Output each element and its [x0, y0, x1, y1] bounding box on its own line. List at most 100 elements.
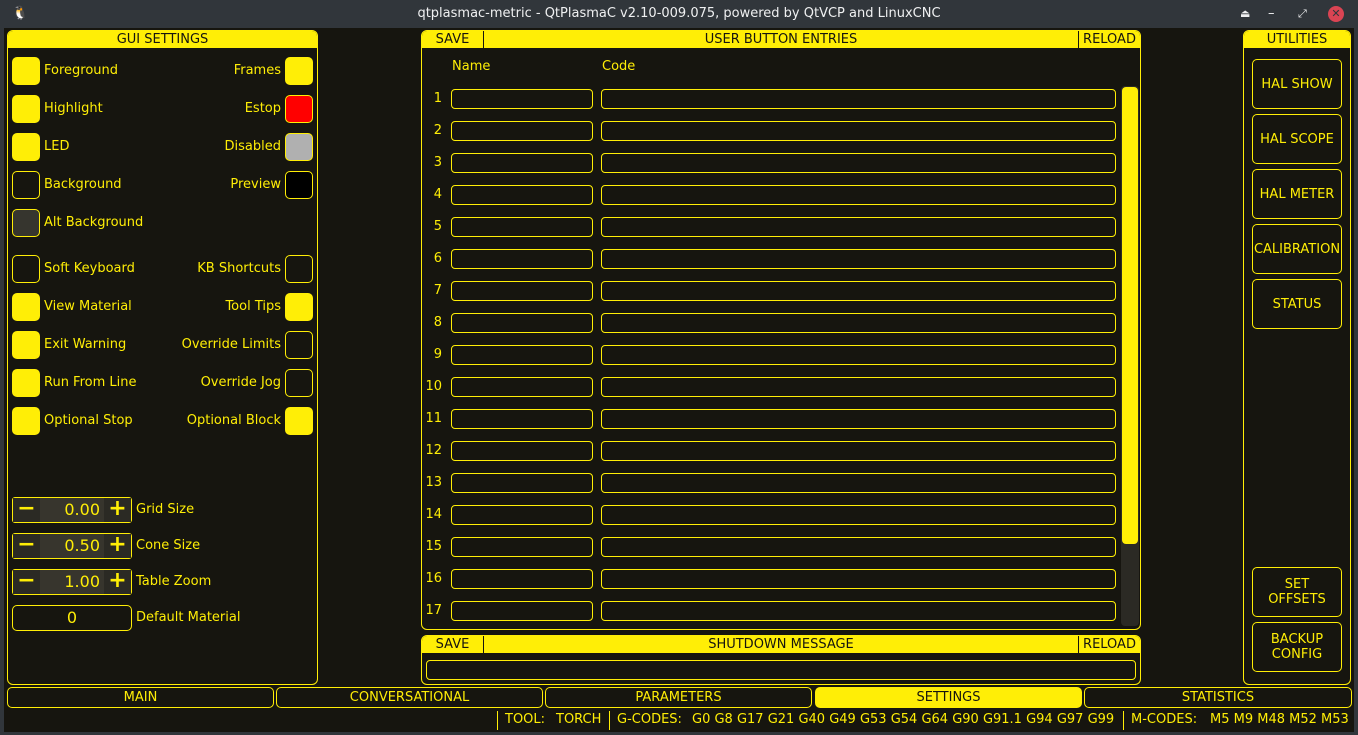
shutdown-save-button[interactable]: SAVE — [422, 636, 484, 653]
tab-settings[interactable]: SETTINGS — [815, 687, 1082, 708]
spinbox-value[interactable]: 0.50 — [40, 534, 104, 558]
button-code-input[interactable] — [601, 153, 1116, 173]
button-name-input[interactable] — [451, 473, 593, 493]
checkbox-soft-keyboard[interactable] — [12, 255, 40, 283]
hal-show-button[interactable]: HAL SHOW — [1252, 59, 1342, 109]
button-code-input[interactable] — [601, 505, 1116, 525]
set-offsets-button[interactable]: SET OFFSETS — [1252, 567, 1342, 617]
button-code-input[interactable] — [601, 473, 1116, 493]
button-code-input[interactable] — [601, 281, 1116, 301]
user-button-header: USER BUTTON ENTRIES SAVE RELOAD — [422, 31, 1140, 48]
button-name-input[interactable] — [451, 601, 593, 621]
button-code-input[interactable] — [601, 409, 1116, 429]
hal-scope-button[interactable]: HAL SCOPE — [1252, 114, 1342, 164]
increment-button[interactable]: + — [104, 498, 131, 522]
color-swatch-estop[interactable] — [285, 95, 313, 123]
button-name-input[interactable] — [451, 441, 593, 461]
gui-settings-title: GUI SETTINGS — [8, 31, 317, 48]
checkbox-override-jog[interactable] — [285, 369, 313, 397]
calibration-button[interactable]: CALIBRATION — [1252, 224, 1342, 274]
color-swatch-foreground[interactable] — [12, 57, 40, 85]
shutdown-reload-button[interactable]: RELOAD — [1078, 636, 1140, 653]
shutdown-message-input[interactable] — [426, 660, 1136, 680]
checkbox-exit-warning[interactable] — [12, 331, 40, 359]
hal-meter-button[interactable]: HAL METER — [1252, 169, 1342, 219]
default-material-input[interactable]: 0 — [12, 605, 132, 631]
divider — [497, 711, 498, 730]
checkbox-tool-tips[interactable] — [285, 293, 313, 321]
color-swatch-disabled[interactable] — [285, 133, 313, 161]
tab-main[interactable]: MAIN — [7, 687, 274, 708]
button-code-input[interactable] — [601, 217, 1116, 237]
close-icon[interactable]: ✕ — [1328, 6, 1344, 22]
checkbox-run-from-line[interactable] — [12, 369, 40, 397]
button-code-input[interactable] — [601, 441, 1116, 461]
button-name-input[interactable] — [451, 345, 593, 365]
minimize-icon[interactable]: – — [1268, 6, 1275, 21]
button-name-input[interactable] — [451, 569, 593, 589]
scrollbar[interactable] — [1121, 86, 1139, 626]
color-swatch-highlight[interactable] — [12, 95, 40, 123]
button-code-input[interactable] — [601, 185, 1116, 205]
keep-above-icon[interactable]: ⏏ — [1240, 7, 1251, 20]
decrement-button[interactable]: − — [13, 570, 40, 594]
button-name-input[interactable] — [451, 217, 593, 237]
button-code-input[interactable] — [601, 121, 1116, 141]
checkbox-view-material[interactable] — [12, 293, 40, 321]
color-swatch-led[interactable] — [12, 133, 40, 161]
button-name-input[interactable] — [451, 313, 593, 333]
checkbox-optional-block[interactable] — [285, 407, 313, 435]
row-number: 1 — [433, 91, 442, 106]
button-code-input[interactable] — [601, 249, 1116, 269]
button-code-input[interactable] — [601, 537, 1116, 557]
button-code-input[interactable] — [601, 89, 1116, 109]
checkbox-kb-shortcuts[interactable] — [285, 255, 313, 283]
button-code-input[interactable] — [601, 601, 1116, 621]
decrement-button[interactable]: − — [13, 498, 40, 522]
decrement-button[interactable]: − — [13, 534, 40, 558]
row-number: 3 — [433, 155, 442, 170]
backup-config-button[interactable]: BACKUP CONFIG — [1252, 622, 1342, 672]
button-name-input[interactable] — [451, 121, 593, 141]
button-name-input[interactable] — [451, 185, 593, 205]
button-code-input[interactable] — [601, 569, 1116, 589]
spinbox-value[interactable]: 0.00 — [40, 498, 104, 522]
increment-button[interactable]: + — [104, 570, 131, 594]
spinbox-cone-size[interactable]: −0.50 + — [12, 533, 132, 559]
reload-button[interactable]: RELOAD — [1078, 31, 1140, 48]
mcodes-label: M-CODES: — [1131, 712, 1198, 727]
tab-parameters[interactable]: PARAMETERS — [545, 687, 812, 708]
checkbox-optional-stop[interactable] — [12, 407, 40, 435]
divider — [1123, 711, 1124, 730]
maximize-icon[interactable]: ⤢ — [1298, 7, 1307, 20]
user-button-panel: USER BUTTON ENTRIES SAVE RELOAD Name Cod… — [421, 30, 1141, 630]
increment-button[interactable]: + — [104, 534, 131, 558]
color-swatch-frames[interactable] — [285, 57, 313, 85]
button-code-input[interactable] — [601, 377, 1116, 397]
button-name-input[interactable] — [451, 281, 593, 301]
button-name-input[interactable] — [451, 89, 593, 109]
save-button[interactable]: SAVE — [422, 31, 484, 48]
color-swatch-background[interactable] — [12, 171, 40, 199]
button-name-input[interactable] — [451, 409, 593, 429]
color-swatch-alt-background[interactable] — [12, 209, 40, 237]
button-name-input[interactable] — [451, 249, 593, 269]
button-name-input[interactable] — [451, 377, 593, 397]
tab-conversational[interactable]: CONVERSATIONAL — [276, 687, 543, 708]
checkbox-label: Exit Warning — [44, 337, 127, 352]
button-name-input[interactable] — [451, 505, 593, 525]
button-code-input[interactable] — [601, 313, 1116, 333]
color-swatch-preview[interactable] — [285, 171, 313, 199]
button-name-input[interactable] — [451, 537, 593, 557]
status-button[interactable]: STATUS — [1252, 279, 1342, 329]
spinbox-value[interactable]: 1.00 — [40, 570, 104, 594]
spinbox-grid-size[interactable]: −0.00 + — [12, 497, 132, 523]
row-number: 5 — [433, 219, 442, 234]
spinbox-table-zoom[interactable]: −1.00 + — [12, 569, 132, 595]
spinbox-label: Cone Size — [136, 538, 201, 553]
scrollbar-thumb[interactable] — [1122, 87, 1138, 544]
button-code-input[interactable] — [601, 345, 1116, 365]
tab-statistics[interactable]: STATISTICS — [1084, 687, 1352, 708]
checkbox-override-limits[interactable] — [285, 331, 313, 359]
button-name-input[interactable] — [451, 153, 593, 173]
